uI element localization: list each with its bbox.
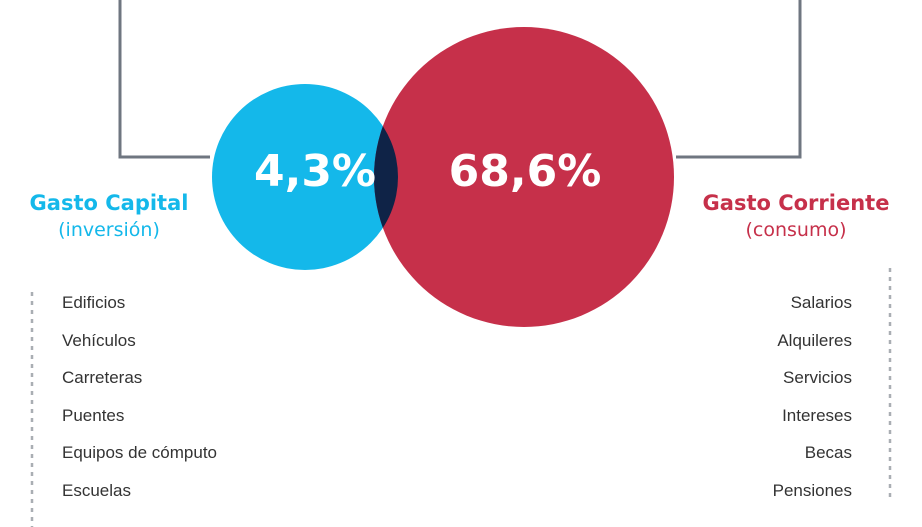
list-item: Carreteras xyxy=(62,368,143,388)
list-item: Becas xyxy=(804,443,852,463)
capital-item-list: Edificios Vehículos Carreteras Puentes E… xyxy=(62,292,217,518)
corriente-circle xyxy=(374,27,674,327)
capital-circle xyxy=(212,84,398,270)
corriente-percentage: 68,6% xyxy=(448,146,602,197)
corriente-item-list: Salarios Alquileres Servicios Intereses … xyxy=(773,292,852,518)
corriente-connector-line xyxy=(676,0,802,159)
list-item: Pensiones xyxy=(772,480,852,500)
list-item: Puentes xyxy=(62,405,125,425)
list-item: Edificios xyxy=(62,293,126,312)
list-item: Servicios xyxy=(783,368,852,388)
capital-title: Gasto Capital xyxy=(29,191,189,215)
list-item: Salarios xyxy=(790,293,852,312)
capital-subtitle: (inversión) xyxy=(58,219,160,241)
corriente-subtitle: (consumo) xyxy=(745,219,847,241)
capital-percentage: 4,3% xyxy=(253,146,377,197)
list-item: Vehículos xyxy=(62,330,136,350)
list-item: Equipos de cómputo xyxy=(62,443,217,463)
capital-connector-line xyxy=(118,0,210,159)
corriente-title: Gasto Corriente xyxy=(702,191,890,215)
list-item: Intereses xyxy=(782,405,852,425)
list-item: Escuelas xyxy=(62,480,131,500)
list-item: Alquileres xyxy=(777,330,852,350)
